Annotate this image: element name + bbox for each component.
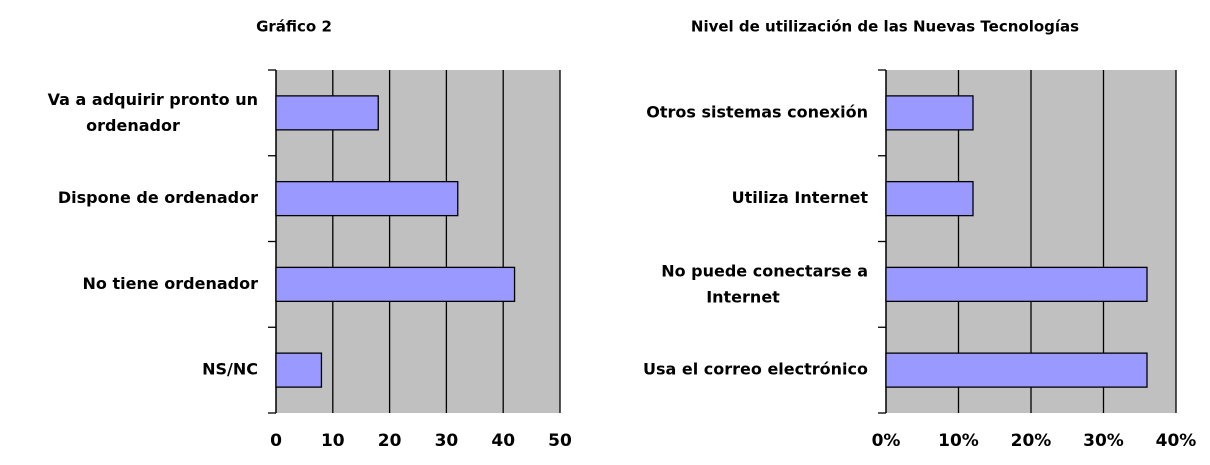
- x-tick-label: 20: [378, 431, 402, 451]
- bar: [885, 180, 974, 217]
- label-line: Internet: [706, 287, 780, 306]
- y-tick-label: No puede conectarse a Internet: [661, 261, 868, 306]
- x-tick-label: 40: [491, 431, 515, 451]
- x-tick-label: 30: [435, 431, 459, 451]
- bar: [885, 95, 974, 131]
- x-tick-label: 40%: [1156, 431, 1197, 451]
- chart-title: Gráfico 2: [256, 18, 332, 36]
- bar: [275, 266, 516, 303]
- y-tick-label: Dispone de ordenador: [58, 188, 258, 207]
- x-tick-label: 10: [321, 431, 345, 451]
- y-tick-label: No tiene ordenador: [83, 274, 259, 293]
- x-tick-label: 20%: [1011, 431, 1052, 451]
- x-tick-label: 10%: [938, 431, 979, 451]
- bar: [275, 180, 459, 217]
- x-tick-label: 50: [548, 431, 572, 451]
- bar: [275, 352, 323, 388]
- label-line: Va a adquirir pronto un: [48, 89, 258, 108]
- y-tick-label: Otros sistemas conexión: [646, 102, 868, 121]
- chart-title: Nivel de utilización de las Nuevas Tecno…: [691, 18, 1079, 36]
- bar: [885, 266, 1148, 303]
- x-tick-label: 30%: [1083, 431, 1124, 451]
- x-tick-label: 0: [270, 431, 282, 451]
- y-tick-label: Usa el correo electrónico: [643, 360, 868, 379]
- y-tick-label: Va a adquirir pronto un ordenador: [48, 89, 258, 134]
- bar: [275, 95, 379, 131]
- bar: [885, 352, 1148, 388]
- y-tick-label: NS/NC: [202, 360, 258, 379]
- label-line: No puede conectarse a: [661, 261, 868, 280]
- x-tick-label: 0%: [872, 431, 901, 451]
- label-line: ordenador: [86, 115, 180, 134]
- y-tick-label: Utiliza Internet: [732, 188, 869, 207]
